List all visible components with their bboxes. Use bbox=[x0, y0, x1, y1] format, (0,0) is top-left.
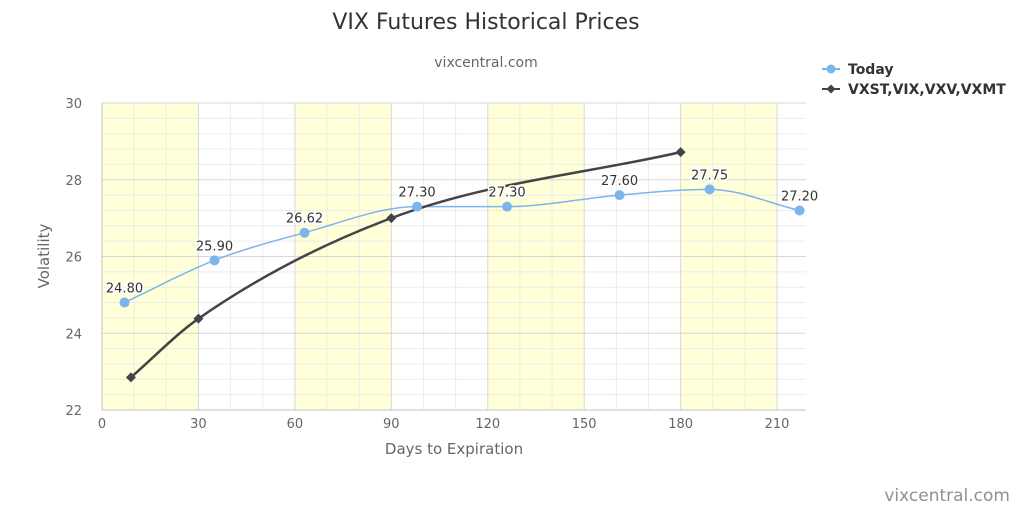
x-axis: 0 30 60 90 120 150 180 210 bbox=[98, 409, 806, 432]
y-axis-title: Volatility bbox=[35, 223, 53, 288]
data-labels: 24.80 25.90 26.62 27.30 27.30 27.60 27.75 27.20 bbox=[104, 167, 819, 298]
y-tick-label: 24 bbox=[65, 327, 82, 342]
x-tick-label: 180 bbox=[668, 417, 693, 432]
legend-label: Today bbox=[848, 62, 893, 78]
data-label: 27.30 bbox=[398, 186, 435, 201]
legend-marker bbox=[826, 84, 836, 94]
x-tick-label: 210 bbox=[765, 417, 790, 432]
data-point bbox=[704, 184, 715, 195]
data-point bbox=[299, 227, 310, 238]
data-point bbox=[119, 297, 130, 308]
credit-text[interactable]: vixcentral.com bbox=[884, 486, 1010, 506]
series-markers bbox=[119, 147, 805, 383]
data-label: 27.75 bbox=[691, 168, 728, 183]
x-tick-label: 0 bbox=[98, 417, 106, 432]
x-tick-label: 30 bbox=[190, 417, 207, 432]
data-point bbox=[614, 190, 625, 201]
data-label: 27.30 bbox=[488, 186, 525, 201]
data-point bbox=[794, 205, 805, 216]
series-line bbox=[130, 150, 681, 379]
x-tick-label: 120 bbox=[475, 417, 500, 432]
data-point bbox=[193, 313, 204, 324]
legend-marker bbox=[826, 64, 836, 74]
data-point bbox=[675, 147, 686, 158]
chart-title: VIX Futures Historical Prices bbox=[332, 10, 639, 35]
y-tick-label: 28 bbox=[65, 174, 82, 189]
legend-item[interactable]: Today bbox=[822, 62, 893, 78]
legend-label: VXST,VIX,VXV,VXMT bbox=[848, 82, 1006, 98]
data-label: 24.80 bbox=[106, 282, 143, 297]
chart-subtitle: vixcentral.com bbox=[434, 55, 537, 71]
x-tick-label: 90 bbox=[383, 417, 400, 432]
data-point bbox=[386, 213, 397, 224]
y-axis: 22 24 26 28 30 bbox=[65, 97, 103, 419]
y-tick-label: 22 bbox=[65, 404, 82, 419]
x-tick-label: 60 bbox=[287, 417, 304, 432]
y-tick-label: 30 bbox=[65, 97, 82, 112]
series-line bbox=[124, 188, 800, 304]
data-label: 27.20 bbox=[781, 189, 818, 204]
data-point bbox=[412, 201, 423, 212]
series-lines bbox=[124, 150, 800, 379]
x-tick-label: 150 bbox=[572, 417, 597, 432]
y-tick-label: 26 bbox=[65, 251, 82, 266]
legend: Today VXST,VIX,VXV,VXMT bbox=[822, 62, 1006, 98]
data-label: 26.62 bbox=[286, 212, 323, 227]
legend-item[interactable]: VXST,VIX,VXV,VXMT bbox=[822, 82, 1006, 98]
data-point bbox=[125, 372, 136, 383]
data-label: 27.60 bbox=[601, 174, 638, 189]
data-point bbox=[209, 255, 220, 266]
data-point bbox=[502, 201, 513, 212]
x-axis-title: Days to Expiration bbox=[385, 440, 523, 458]
data-label: 25.90 bbox=[196, 239, 233, 254]
